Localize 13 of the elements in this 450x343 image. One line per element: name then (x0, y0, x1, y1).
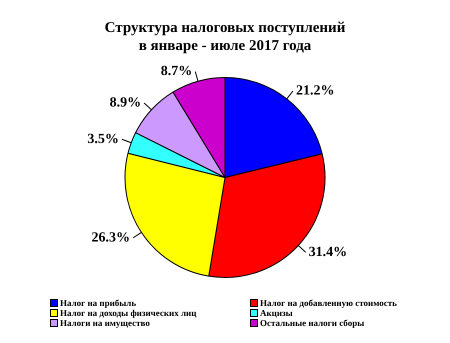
legend-label: Налоги на имущество (60, 318, 150, 328)
legend-label: Налог на добавленную стоимость (260, 298, 397, 308)
legend-label: Акцизы (260, 308, 293, 318)
data-label: 21.2% (296, 84, 334, 99)
data-label: 31.4% (308, 244, 348, 260)
chart-title: Структура налоговых поступлений в январе - июле 2017 года (104, 20, 346, 54)
data-label: 8.7% (160, 64, 192, 80)
legend-label: Остальные налоги сборы (260, 318, 364, 328)
legend-label: Налог на доходы физических лиц (60, 308, 196, 318)
data-label: 26.3% (92, 230, 130, 246)
data-label: 8.9% (110, 96, 142, 111)
data-label: 3.5% (87, 132, 119, 147)
legend-label: Налог на прибыль (60, 298, 136, 308)
